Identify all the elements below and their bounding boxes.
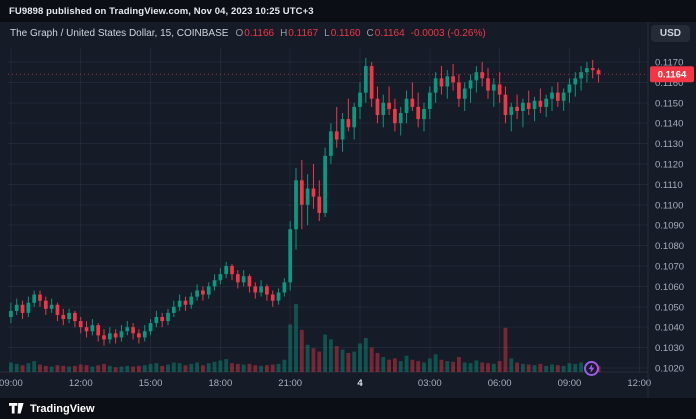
snapshot-text: FU9898 published on TradingView.com, Nov… — [9, 5, 314, 17]
symbol-title: The Graph / United States Dollar, 15, CO… — [10, 28, 229, 39]
ohlc-readout: O 0.1166 H 0.1167 L 0.1160 C 0.1164 -0.0003 … — [235, 28, 485, 39]
tradingview-logo-icon[interactable] — [9, 402, 24, 415]
svg-text:0.1140: 0.1140 — [655, 119, 683, 130]
ohlc-open: O 0.1166 — [235, 28, 275, 39]
snapshot-bar: FU9898 published on TradingView.com, Nov… — [0, 0, 696, 22]
svg-text:0.1130: 0.1130 — [655, 139, 683, 150]
svg-text:0.1050: 0.1050 — [655, 302, 684, 313]
svg-text:0.1040: 0.1040 — [655, 323, 684, 334]
price-change: -0.0003 (-0.26%) — [410, 28, 486, 39]
svg-text:21:00: 21:00 — [278, 378, 302, 389]
svg-text:0.1020: 0.1020 — [655, 364, 684, 375]
lightning-boost-icon[interactable] — [584, 361, 599, 376]
svg-text:0.1170: 0.1170 — [655, 58, 683, 69]
svg-text:0.1150: 0.1150 — [655, 98, 683, 109]
svg-text:15:00: 15:00 — [139, 378, 163, 389]
ohlc-close: C 0.1164 — [366, 28, 405, 39]
svg-text:09:00: 09:00 — [0, 378, 23, 389]
tradingview-brand-text[interactable]: TradingView — [30, 402, 95, 415]
candlestick-chart[interactable]: 0.1020 0.1030 0.1040 0.1050 0.1060 0.1070 0.10… — [0, 22, 696, 398]
svg-text:0.1100: 0.1100 — [655, 200, 683, 211]
chart-card: The Graph / United States Dollar, 15, CO… — [0, 22, 696, 398]
svg-text:0.1070: 0.1070 — [655, 262, 684, 273]
lightning-bolt-icon — [588, 364, 595, 373]
svg-text:03:00: 03:00 — [418, 378, 442, 389]
svg-text:0.1030: 0.1030 — [655, 343, 684, 354]
svg-text:0.1120: 0.1120 — [655, 160, 683, 171]
svg-text:0.1110: 0.1110 — [655, 180, 683, 191]
svg-text:0.1164: 0.1164 — [658, 70, 687, 81]
svg-text:18:00: 18:00 — [208, 378, 232, 389]
svg-text:06:00: 06:00 — [488, 378, 512, 389]
svg-text:0.1160: 0.1160 — [655, 78, 683, 89]
svg-text:12:00: 12:00 — [69, 378, 93, 389]
svg-text:12:00: 12:00 — [627, 378, 651, 389]
symbol-legend[interactable]: The Graph / United States Dollar, 15, CO… — [10, 28, 486, 39]
svg-text:09:00: 09:00 — [558, 378, 582, 389]
svg-text:0.1080: 0.1080 — [655, 241, 684, 252]
svg-text:4: 4 — [357, 378, 363, 389]
svg-text:0.1060: 0.1060 — [655, 282, 684, 293]
footer-bar: TradingView — [0, 398, 696, 419]
currency-toggle-button[interactable]: USD — [650, 25, 690, 42]
ohlc-high: H 0.1167 — [280, 28, 319, 39]
svg-text:0.1090: 0.1090 — [655, 221, 684, 232]
ohlc-low: L 0.1160 — [324, 28, 361, 39]
